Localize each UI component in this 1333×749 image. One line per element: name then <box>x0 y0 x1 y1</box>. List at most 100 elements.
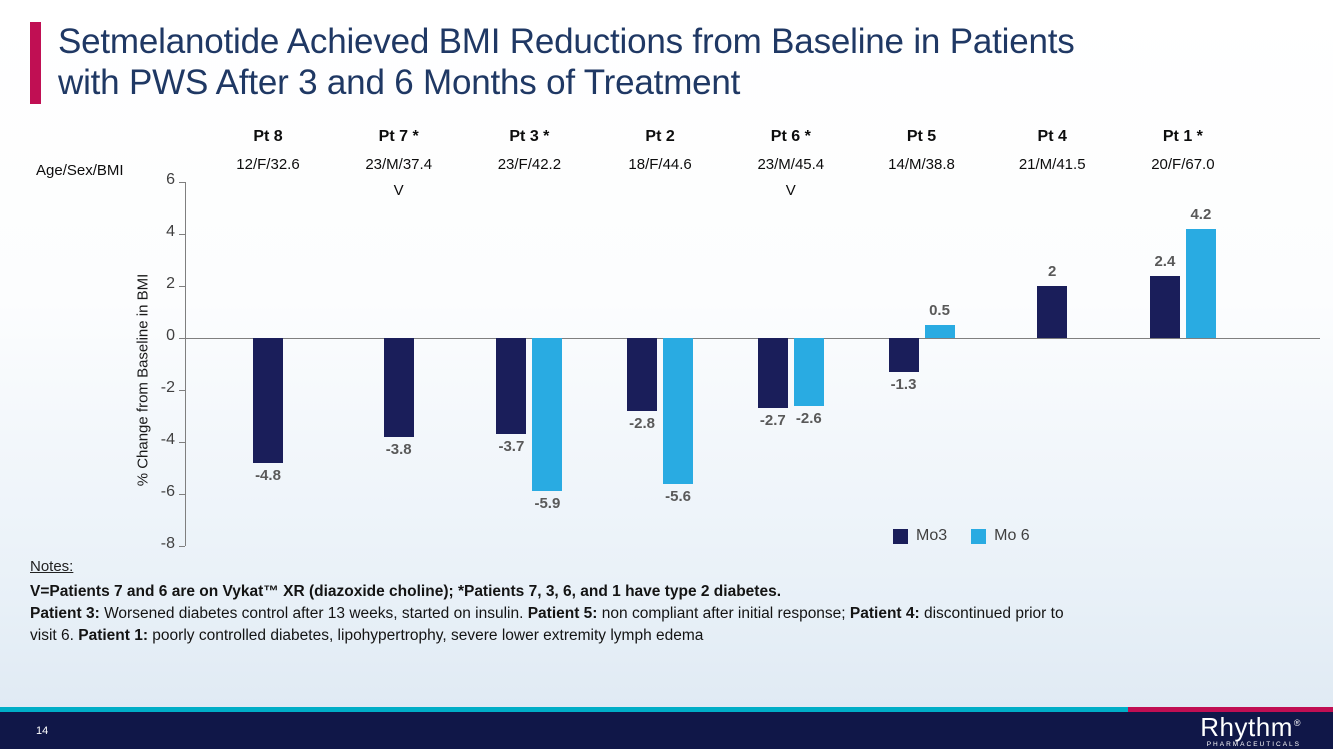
legend-label: Mo3 <box>916 527 948 544</box>
bar-value-label: -1.3 <box>890 375 917 393</box>
y-tick-mark <box>179 338 185 339</box>
bar-mo6 <box>532 338 563 492</box>
bar-value-label: -5.6 <box>665 487 692 505</box>
rhythm-logo: Rhythm® PHARMACEUTICALS <box>1200 713 1301 748</box>
category-label: Pt 4 <box>1037 128 1067 145</box>
legend-swatch <box>893 528 908 544</box>
bar-value-label: 0.5 <box>929 302 950 319</box>
notes-heading: Notes: <box>30 558 74 575</box>
notes-section: Notes: V=Patients 7 and 6 are on Vykat™ … <box>30 556 1070 647</box>
footer-bar: 14 Rhythm® PHARMACEUTICALS <box>0 712 1333 749</box>
legend-swatch <box>971 528 987 544</box>
y-tick-label: 0 <box>166 327 175 344</box>
footer: 14 Rhythm® PHARMACEUTICALS <box>0 707 1333 749</box>
bar-value-label: 2 <box>1048 263 1057 280</box>
age-sex-bmi-label: 12/F/32.6 <box>236 156 300 173</box>
footer-stripe-cyan <box>0 707 1128 712</box>
title-block: Setmelanotide Achieved BMI Reductions fr… <box>30 22 1075 104</box>
y-tick-mark <box>179 286 185 287</box>
note-patient5-label: Patient 5: <box>527 605 598 623</box>
page-number: 14 <box>36 724 49 737</box>
title-accent-bar <box>30 22 41 104</box>
bar-value-label: -5.9 <box>534 495 561 513</box>
bar-value-label: -4.8 <box>255 466 281 484</box>
bar-value-label: -3.8 <box>385 440 412 458</box>
bar-value-label: -2.6 <box>795 409 822 427</box>
chart-legend: Mo3 Mo 6 <box>893 527 1030 545</box>
category-label: Pt 1 * <box>1162 128 1203 145</box>
y-tick-mark <box>179 494 185 495</box>
notes-line-2: Patient 3: Worsened diabetes control aft… <box>30 603 1070 647</box>
y-tick-mark <box>179 182 185 183</box>
bar-mo6 <box>924 325 955 338</box>
category-label: Pt 2 <box>645 128 675 145</box>
logo-subtext: PHARMACEUTICALS <box>1206 740 1301 748</box>
bar-mo3 <box>383 338 414 437</box>
age-sex-bmi-label: 21/M/41.5 <box>1018 156 1086 173</box>
age-sex-bmi-label: 14/M/38.8 <box>888 156 955 173</box>
legend-label: Mo 6 <box>994 527 1030 544</box>
age-sex-bmi-label: 23/F/42.2 <box>497 156 562 173</box>
bar-value-label: -2.7 <box>759 412 786 430</box>
y-tick-label: -8 <box>160 535 175 552</box>
v-marker: V <box>785 182 796 199</box>
note-patient1-label: Patient 1: <box>78 627 148 645</box>
logo-registered-mark: ® <box>1293 717 1301 728</box>
bar-mo3 <box>253 338 283 463</box>
bar-mo3 <box>888 338 919 372</box>
y-tick-label: -4 <box>160 431 175 448</box>
note-patient3-text: Worsened diabetes control after 13 weeks… <box>99 605 528 623</box>
slide-title: Setmelanotide Achieved BMI Reductions fr… <box>58 22 1075 104</box>
bar-value-label: -3.7 <box>498 438 525 456</box>
footer-stripe-magenta <box>1127 707 1333 712</box>
legend-item: Mo 6 <box>971 527 1030 545</box>
y-axis-line <box>185 182 186 546</box>
note-patient4-label: Patient 4: <box>849 605 920 623</box>
footer-stripe <box>0 707 1333 712</box>
note-patient1-text: poorly controlled diabetes, lipohypertro… <box>148 627 704 645</box>
age-sex-bmi-label: 23/M/45.4 <box>757 156 825 173</box>
notes-line-1: V=Patients 7 and 6 are on Vykat™ XR (dia… <box>30 583 782 601</box>
bar-mo6 <box>663 338 694 484</box>
category-label: Pt 3 * <box>509 128 550 145</box>
y-tick-label: 2 <box>166 275 175 292</box>
note-patient4-text: discontinued prior to visit 6. <box>30 605 1064 645</box>
category-label: Pt 7 * <box>378 128 419 145</box>
category-label: Pt 5 <box>906 128 937 145</box>
title-line-1: Setmelanotide Achieved BMI Reductions fr… <box>58 22 1075 61</box>
zero-line <box>185 338 1320 339</box>
bar-value-label: -2.8 <box>629 414 656 432</box>
age-sex-bmi-label: 20/F/67.0 <box>1151 156 1215 173</box>
bar-value-label: 4.2 <box>1190 205 1212 223</box>
legend-item: Mo3 <box>893 527 947 545</box>
bar-value-label: 2.4 <box>1154 252 1176 270</box>
age-sex-bmi-label: 23/M/37.4 <box>365 156 433 173</box>
bar-mo3 <box>1037 286 1068 338</box>
bar-mo3 <box>496 338 527 435</box>
note-patient3-label: Patient 3: <box>30 605 100 623</box>
y-tick-mark <box>179 234 185 235</box>
note-patient5-text: non compliant after initial response; <box>597 605 850 623</box>
logo-wordmark: Rhythm® <box>1200 713 1301 739</box>
y-tick-label: -2 <box>160 379 175 396</box>
age-sex-bmi-label: 18/F/44.6 <box>628 156 692 173</box>
bar-mo3 <box>757 338 788 409</box>
category-label: Pt 6 * <box>770 128 811 145</box>
y-tick-mark <box>179 390 185 391</box>
y-tick-label: 6 <box>166 171 175 188</box>
y-tick-label: -6 <box>160 483 175 500</box>
category-label: Pt 8 <box>253 128 283 145</box>
bar-mo6 <box>1185 228 1216 338</box>
bar-mo6 <box>793 338 824 406</box>
age-sex-bmi-header: Age/Sex/BMI <box>36 162 124 179</box>
bar-mo3 <box>627 338 658 411</box>
bar-mo3 <box>1149 275 1180 338</box>
y-tick-label: 4 <box>166 223 175 240</box>
logo-text: Rhythm <box>1200 711 1293 742</box>
title-line-2: with PWS After 3 and 6 Months of Treatme… <box>58 62 741 102</box>
y-tick-mark <box>179 546 185 547</box>
v-marker: V <box>393 182 404 199</box>
y-tick-mark <box>179 442 185 443</box>
